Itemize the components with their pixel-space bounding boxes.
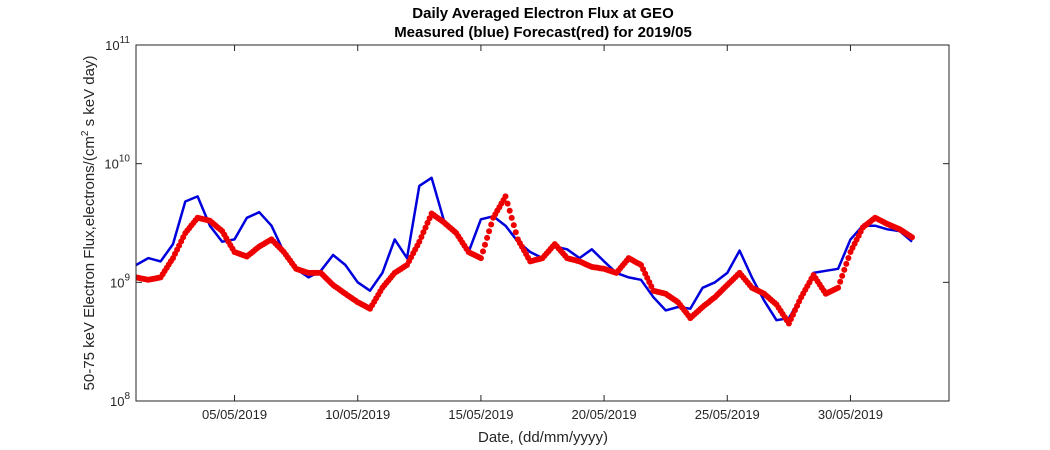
series-1-point	[510, 222, 517, 229]
series-1-point	[480, 248, 486, 255]
y-tick-label: 1011	[105, 35, 130, 53]
series-1-point	[504, 200, 511, 207]
series-1-point	[482, 241, 488, 248]
x-tick-label: 25/05/2019	[695, 407, 760, 422]
series-1-point	[488, 221, 495, 228]
x-axis-label: Date, (dd/mm/yyyy)	[478, 429, 608, 446]
series-1-point	[486, 228, 493, 235]
chart-title-line-2: Measured (blue) Forecast(red) for 2019/0…	[394, 24, 692, 41]
y-tick-label: 108	[110, 391, 130, 409]
series-layer	[136, 176, 915, 327]
series-1-point	[837, 278, 844, 285]
tick-layer: 05/05/2019 10/05/2019 15/05/2019 20/05/2019…	[104, 35, 949, 422]
x-tick-label: 30/05/2019	[818, 407, 883, 422]
series-1-point	[418, 234, 425, 240]
x-tick-label: 10/05/2019	[325, 407, 390, 422]
series-1-point	[506, 207, 513, 214]
plot-area	[136, 176, 915, 327]
series-1-point	[422, 224, 429, 231]
series-1-point	[424, 219, 431, 226]
series-1-point	[416, 238, 423, 245]
chart-title-line-1: Daily Averaged Electron Flux at GEO	[412, 5, 674, 22]
series-1-point	[508, 214, 515, 221]
series-1-dots	[136, 193, 915, 327]
series-1-point	[835, 284, 842, 291]
y-tick-label: 1010	[104, 154, 130, 172]
series-1-point	[845, 255, 852, 261]
plot-frame	[135, 44, 950, 402]
series-1-point	[484, 234, 491, 241]
series-1-point	[420, 229, 427, 236]
series-1-point	[909, 234, 915, 241]
x-tick-label: 20/05/2019	[572, 407, 637, 422]
y-axis-label: 50-75 keV Electron Flux,electrons/(cm2 s…	[80, 56, 98, 391]
series-1-point	[843, 260, 850, 267]
y-tick-label: 109	[110, 272, 130, 290]
x-tick-label: 15/05/2019	[448, 407, 513, 422]
series-1-point	[841, 266, 848, 273]
x-tick-label: 05/05/2019	[202, 407, 267, 422]
series-1-point	[426, 215, 433, 222]
series-1-point	[502, 193, 509, 200]
series-1-point	[512, 229, 519, 236]
series-1-point	[839, 272, 846, 279]
series-1-point	[477, 255, 484, 262]
